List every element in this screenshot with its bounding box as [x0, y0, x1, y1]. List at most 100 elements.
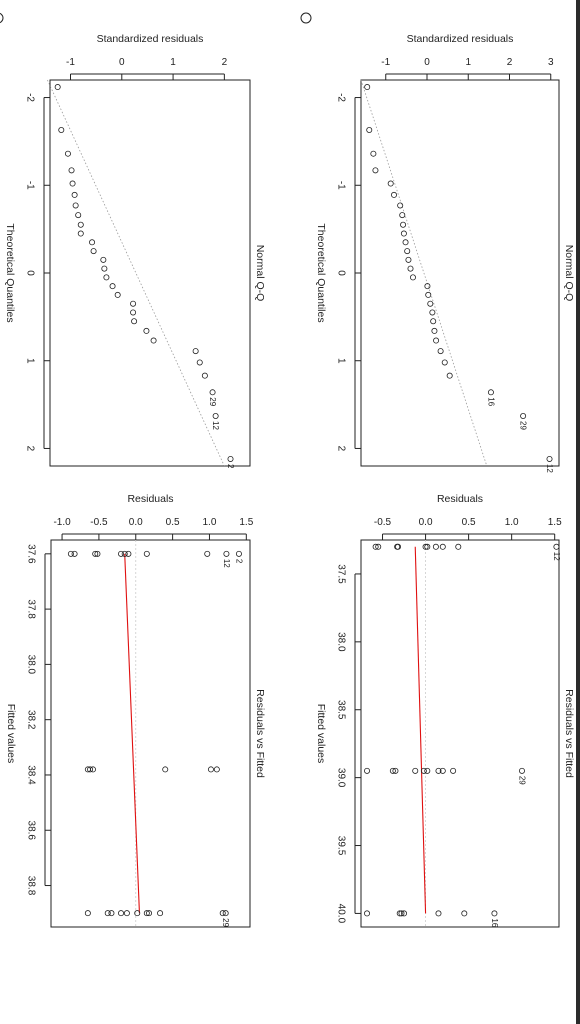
data-point	[487, 389, 494, 396]
data-point	[375, 543, 382, 550]
panel-2: -1.0 -0.5 0.0 0.5 1.0 1.5 37.6 37.8 38.0 38.2 38.4…	[5, 493, 266, 928]
panel-title: Normal Q-Q	[563, 245, 575, 302]
point-label: 29	[221, 918, 230, 927]
data-point	[518, 767, 525, 774]
data-point	[397, 202, 404, 209]
y-axis-title: Standardized residuals	[407, 33, 514, 45]
data-point	[143, 327, 150, 334]
x-tick-label: 0	[336, 270, 347, 276]
x-tick-label: 1	[25, 358, 36, 364]
data-point	[404, 248, 411, 255]
data-point	[389, 767, 396, 774]
x-tick-label: 1	[336, 358, 347, 364]
data-point	[430, 318, 437, 325]
corner-markers	[0, 12, 312, 24]
data-point	[87, 766, 94, 773]
data-point	[366, 127, 373, 134]
data-point	[94, 550, 101, 557]
data-point	[69, 180, 76, 187]
data-point	[68, 167, 75, 174]
data-point	[435, 910, 442, 917]
data-point	[130, 300, 137, 307]
data-point	[90, 766, 97, 773]
data-point	[121, 550, 128, 557]
data-point	[400, 221, 407, 228]
data-point	[399, 212, 406, 219]
data-point	[130, 309, 137, 316]
data-point	[54, 84, 61, 91]
y-tick-label: 0.5	[166, 517, 180, 528]
data-point	[491, 910, 498, 917]
x-tick-label: 38.5	[336, 700, 347, 720]
y-tick-label: 1.0	[203, 517, 217, 528]
data-point	[364, 767, 371, 774]
data-point	[157, 910, 164, 917]
y-tick-label: -0.5	[90, 517, 108, 528]
data-point	[396, 910, 403, 917]
data-point	[437, 348, 444, 355]
x-axis-title: Fitted values	[315, 704, 327, 764]
data-point	[72, 202, 79, 209]
x-tick-label: 38.0	[26, 655, 37, 675]
x-tick-label: 37.5	[336, 564, 347, 584]
x-axis-title: Theoretical Quantiles	[315, 223, 327, 322]
data-point	[77, 230, 84, 237]
x-tick-label: 38.0	[336, 632, 347, 652]
x-tick-label: 38.6	[26, 821, 37, 841]
data-point	[433, 337, 440, 344]
y-axis-title: Residuals	[437, 493, 483, 505]
plot-frame	[360, 539, 560, 928]
data-point	[212, 412, 219, 419]
x-tick-label: 0	[25, 270, 36, 276]
data-point	[461, 910, 468, 917]
data-point	[162, 766, 169, 773]
y-tick-label: 2	[222, 57, 228, 68]
data-point	[372, 167, 379, 174]
data-point	[424, 283, 431, 290]
data-point	[207, 766, 214, 773]
data-point	[100, 256, 107, 263]
data-point	[425, 291, 432, 298]
x-tick-label: -1	[25, 181, 36, 190]
data-point	[223, 550, 230, 557]
data-point	[101, 265, 108, 272]
data-point	[450, 767, 457, 774]
data-point	[392, 767, 399, 774]
data-point	[146, 910, 153, 917]
plot-frame	[49, 79, 251, 467]
data-point	[196, 359, 203, 366]
y-tick-label: -1.0	[53, 517, 71, 528]
data-point	[402, 239, 409, 246]
smoother-line	[124, 553, 140, 914]
y-tick-label: 1	[465, 57, 471, 68]
data-point	[409, 274, 416, 281]
data-point	[219, 910, 226, 917]
x-tick-label: 38.4	[26, 765, 37, 785]
qq-reference-line	[360, 79, 488, 467]
data-point	[398, 910, 405, 917]
y-tick-label: -1	[66, 57, 75, 68]
x-tick-label: 2	[25, 446, 36, 452]
x-tick-label: -2	[25, 93, 36, 102]
data-point	[90, 248, 97, 255]
data-point	[455, 543, 462, 550]
data-point	[213, 766, 220, 773]
data-point	[134, 910, 141, 917]
data-point	[364, 910, 371, 917]
data-point	[364, 84, 371, 91]
data-point	[227, 455, 234, 462]
data-point	[400, 230, 407, 237]
point-label: 29	[208, 397, 217, 406]
y-tick-label: 0	[119, 57, 125, 68]
corner-marker-right	[300, 12, 312, 24]
data-point	[439, 767, 446, 774]
x-tick-label: 39.5	[336, 836, 347, 856]
data-point	[370, 150, 377, 157]
point-label: 2	[226, 464, 235, 469]
data-point	[64, 150, 71, 157]
x-tick-label: 2	[336, 446, 347, 452]
data-point	[520, 412, 527, 419]
data-point	[441, 359, 448, 366]
y-axis-title: Residuals	[127, 493, 173, 505]
